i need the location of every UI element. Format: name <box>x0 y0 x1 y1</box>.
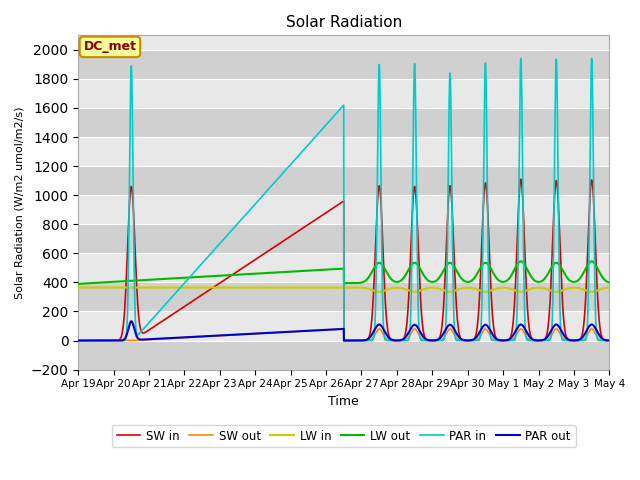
Legend: SW in, SW out, LW in, LW out, PAR in, PAR out: SW in, SW out, LW in, LW out, PAR in, PA… <box>112 425 575 447</box>
SW in <box>102 337 110 343</box>
PAR in <box>74 337 82 343</box>
SW out <box>501 337 509 343</box>
PAR in <box>588 56 595 61</box>
Text: DC_met: DC_met <box>83 40 136 53</box>
Line: PAR out: PAR out <box>78 321 609 340</box>
Line: LW out: LW out <box>78 261 609 284</box>
PAR out <box>127 318 135 324</box>
Bar <box>78 108 609 137</box>
LW out <box>74 281 82 287</box>
Bar <box>78 312 609 340</box>
Bar <box>78 137 609 166</box>
LW in <box>74 285 82 290</box>
Bar <box>78 50 609 79</box>
LW out <box>102 279 110 285</box>
SW out <box>413 329 421 335</box>
SW out <box>74 337 82 343</box>
SW out <box>605 337 613 343</box>
PAR in <box>474 337 481 343</box>
LW out <box>488 267 495 273</box>
Bar <box>78 282 609 312</box>
LW out <box>501 279 509 285</box>
LW out <box>474 270 481 276</box>
Y-axis label: Solar Radiation (W/m2 umol/m2/s): Solar Radiation (W/m2 umol/m2/s) <box>15 106 25 299</box>
LW in <box>413 288 421 294</box>
LW out <box>509 271 516 276</box>
SW in <box>509 326 516 332</box>
PAR in <box>488 337 495 343</box>
PAR out <box>74 337 82 343</box>
Bar <box>78 195 609 224</box>
LW in <box>102 285 110 290</box>
LW in <box>552 289 560 295</box>
LW out <box>517 258 525 264</box>
Line: PAR in: PAR in <box>78 59 609 340</box>
LW in <box>501 285 509 291</box>
SW in <box>501 337 509 343</box>
PAR out <box>488 330 495 336</box>
PAR in <box>413 249 421 255</box>
LW in <box>474 287 481 292</box>
SW out <box>509 337 516 343</box>
Line: SW in: SW in <box>78 179 609 340</box>
Bar <box>78 253 609 282</box>
PAR out <box>102 337 110 343</box>
PAR out <box>474 333 481 339</box>
X-axis label: Time: Time <box>328 395 359 408</box>
LW out <box>605 280 613 286</box>
SW out <box>488 335 495 341</box>
SW in <box>74 337 82 343</box>
LW in <box>509 287 516 292</box>
SW in <box>413 219 421 225</box>
SW in <box>474 323 481 329</box>
LW in <box>605 285 613 290</box>
SW in <box>605 337 613 343</box>
Line: LW in: LW in <box>78 288 609 292</box>
SW in <box>488 302 495 308</box>
SW in <box>517 176 525 182</box>
PAR out <box>501 337 509 343</box>
PAR in <box>509 337 516 343</box>
Bar <box>78 166 609 195</box>
Bar <box>78 340 609 370</box>
PAR out <box>605 337 613 343</box>
PAR in <box>102 337 110 343</box>
Bar <box>78 224 609 253</box>
PAR out <box>509 334 516 339</box>
Title: Solar Radiation: Solar Radiation <box>285 15 402 30</box>
PAR out <box>413 324 421 330</box>
SW out <box>102 337 110 343</box>
SW out <box>474 336 481 342</box>
Bar <box>78 79 609 108</box>
Line: SW out: SW out <box>78 329 609 340</box>
PAR in <box>501 337 509 343</box>
PAR in <box>605 337 613 343</box>
LW in <box>488 288 495 293</box>
SW out <box>588 326 595 332</box>
LW out <box>413 262 421 267</box>
